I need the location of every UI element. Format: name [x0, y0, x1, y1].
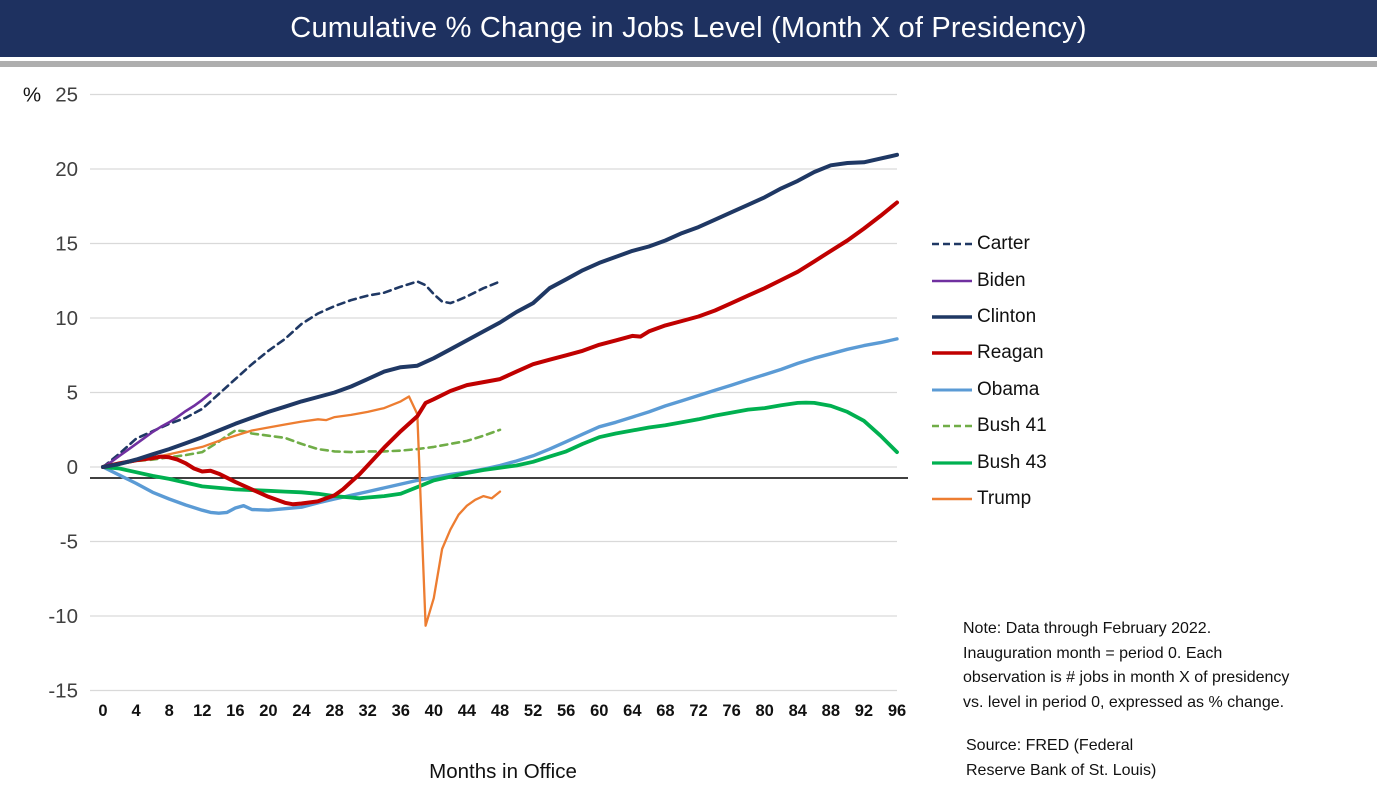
x-axis-label: Months in Office [429, 760, 577, 783]
x-tick-label: 32 [358, 702, 376, 720]
x-tick-label: 40 [425, 702, 443, 720]
x-tick-label: 80 [755, 702, 773, 720]
legend-item-obama: Obama [930, 372, 1047, 408]
legend-label: Carter [977, 233, 1030, 255]
y-tick-label: 15 [55, 233, 78, 256]
y-tick-label: -5 [60, 531, 78, 554]
x-tick-label: 88 [822, 702, 840, 720]
series-line-clinton [101, 152, 899, 469]
title-bar-shadow [0, 61, 1377, 67]
legend-line-sample [932, 351, 972, 356]
legend-line-sample [932, 242, 972, 246]
legend-item-bush-41: Bush 41 [930, 408, 1047, 444]
x-tick-label: 96 [888, 702, 906, 720]
legend-item-clinton: Clinton [930, 299, 1047, 335]
series-line-trump [101, 395, 502, 627]
y-tick-label: 5 [67, 382, 78, 405]
legend-line-sample [932, 388, 972, 392]
x-tick-label: 48 [491, 702, 509, 720]
x-tick-label: 92 [855, 702, 873, 720]
legend-label: Obama [977, 378, 1040, 400]
x-tick-label: 52 [524, 702, 542, 720]
legend-label: Bush 43 [977, 451, 1047, 473]
legend-line-sample [932, 315, 972, 319]
y-tick-label: 20 [55, 158, 78, 181]
y-axis-symbol: % [23, 84, 41, 107]
x-tick-label: 60 [590, 702, 608, 720]
source-text: Source: FRED (Federal Reserve Bank of St… [966, 737, 1157, 779]
legend-item-biden: Biden [930, 262, 1047, 298]
legend-line-sample [932, 424, 972, 428]
x-tick-label: 56 [557, 702, 575, 720]
page-title: Cumulative % Change in Jobs Level (Month… [290, 12, 1087, 44]
x-tick-label: 12 [193, 702, 211, 720]
y-tick-label: -10 [48, 605, 78, 628]
x-tick-label: 24 [292, 702, 311, 720]
legend-label: Trump [977, 487, 1032, 509]
legend-item-trump: Trump [930, 481, 1047, 517]
x-tick-label: 76 [722, 702, 740, 720]
series-line-bush-43 [101, 400, 899, 501]
note-text: Note: Data through February 2022. Inaugu… [963, 620, 1290, 711]
x-tick-label: 84 [789, 702, 808, 720]
title-bar: Cumulative % Change in Jobs Level (Month… [0, 0, 1377, 57]
legend-label: Reagan [977, 342, 1044, 364]
x-tick-label: 64 [623, 702, 642, 720]
x-tick-label: 68 [656, 702, 674, 720]
legend-item-bush-43: Bush 43 [930, 444, 1047, 480]
x-tick-label: 36 [392, 702, 410, 720]
series-line-carter [101, 280, 502, 469]
y-tick-label: 0 [67, 456, 78, 479]
series-line-reagan [101, 200, 899, 507]
x-tick-label: 16 [226, 702, 244, 720]
series-line-bush-41 [101, 428, 502, 469]
legend-line-sample [932, 497, 972, 501]
legend-label: Clinton [977, 305, 1037, 327]
legend-label: Biden [977, 269, 1026, 291]
y-tick-label: 25 [55, 84, 78, 107]
x-tick-label: 4 [131, 702, 141, 720]
x-tick-label: 72 [689, 702, 707, 720]
legend-line-sample [932, 460, 972, 465]
x-tick-label: 0 [98, 702, 107, 720]
legend-item-reagan: Reagan [930, 335, 1047, 371]
x-tick-label: 20 [259, 702, 277, 720]
legend-item-carter: Carter [930, 226, 1047, 262]
y-tick-label: 10 [55, 307, 78, 330]
x-tick-label: 44 [458, 702, 477, 720]
chart-legend: Carter Biden Clinton Reagan Obama Bush 41 Bush… [930, 226, 1047, 517]
y-tick-label: -15 [48, 680, 78, 703]
legend-label: Bush 41 [977, 415, 1047, 437]
x-tick-label: 8 [165, 702, 174, 720]
series-line-biden [101, 391, 212, 469]
legend-line-sample [932, 279, 972, 282]
x-tick-label: 28 [325, 702, 343, 720]
